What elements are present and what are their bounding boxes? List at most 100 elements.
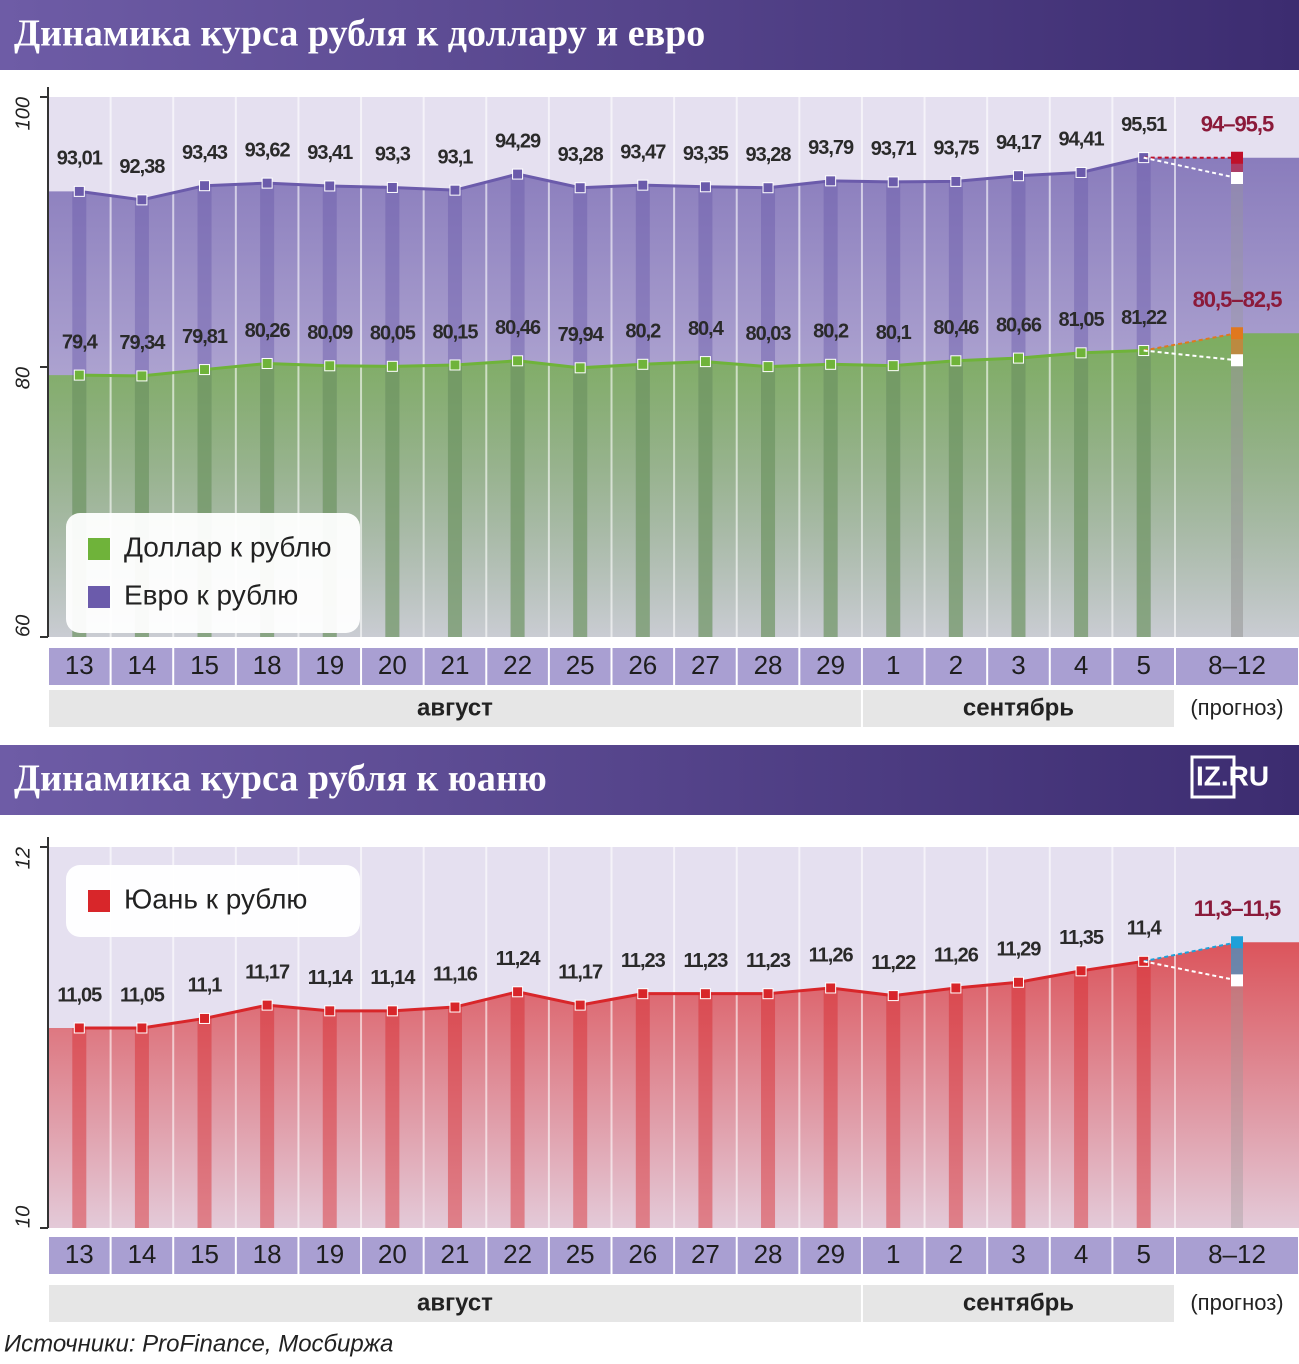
category-cell bbox=[1113, 1237, 1174, 1274]
forecast-label: 11,3–11,5 bbox=[1194, 896, 1281, 921]
marker bbox=[73, 369, 85, 381]
legend-swatch bbox=[88, 586, 110, 608]
value-label: 80,46 bbox=[933, 317, 979, 339]
value-column bbox=[635, 993, 650, 1228]
value-label: 11,26 bbox=[809, 944, 854, 966]
marker bbox=[324, 360, 336, 372]
plot bbox=[48, 97, 1299, 638]
x-tick-label: 13 bbox=[65, 1239, 94, 1269]
value-column bbox=[886, 181, 901, 638]
marker bbox=[136, 370, 148, 382]
legend-swatch bbox=[88, 890, 110, 912]
y-tick-label: 60 bbox=[12, 615, 34, 637]
x-tick-label: 28 bbox=[754, 1239, 783, 1269]
value-label: 11,26 bbox=[934, 944, 979, 966]
month-cell bbox=[862, 690, 1174, 727]
x-tick-label: 19 bbox=[315, 650, 344, 680]
marker bbox=[699, 356, 711, 368]
x-tick-label: 20 bbox=[378, 650, 407, 680]
x-tick-label: 2 bbox=[949, 1239, 963, 1269]
value-label: 11,05 bbox=[120, 984, 165, 1006]
value-label: 93,41 bbox=[307, 142, 353, 164]
value-label: 93,75 bbox=[933, 138, 979, 160]
category-cell bbox=[299, 1237, 361, 1274]
x-tick-label: 3 bbox=[1011, 650, 1025, 680]
category-cell bbox=[362, 648, 423, 685]
forecast-range bbox=[1231, 942, 1243, 981]
value-column bbox=[573, 1005, 588, 1228]
value-label: 11,23 bbox=[683, 950, 728, 972]
category-cell bbox=[487, 648, 548, 685]
value-label: 94,17 bbox=[996, 132, 1042, 154]
category-cell bbox=[800, 648, 861, 685]
value-label: 11,17 bbox=[558, 961, 603, 983]
legend bbox=[66, 513, 360, 633]
marker bbox=[1075, 166, 1087, 178]
forecast-marker bbox=[1231, 327, 1243, 340]
value-column bbox=[260, 1005, 275, 1228]
category-cell bbox=[675, 648, 736, 685]
forecast-line bbox=[1143, 349, 1238, 362]
forecast-marker bbox=[1231, 172, 1243, 184]
y-tick-label: 10 bbox=[12, 1206, 34, 1228]
y-tick-label: 12 bbox=[12, 847, 34, 869]
marker bbox=[261, 999, 273, 1011]
value-label: 81,22 bbox=[1121, 307, 1167, 329]
title-bar bbox=[0, 745, 1299, 815]
x-tick-label: 18 bbox=[253, 650, 282, 680]
value-label: 80,03 bbox=[745, 323, 791, 345]
category-cell bbox=[988, 648, 1049, 685]
category-cell bbox=[424, 1237, 486, 1274]
value-column bbox=[1011, 982, 1026, 1228]
marker bbox=[136, 1022, 148, 1034]
value-column bbox=[761, 187, 776, 637]
x-tick-label: 21 bbox=[441, 650, 470, 680]
x-tick-label: 25 bbox=[566, 650, 595, 680]
forecast-stem bbox=[1231, 360, 1243, 637]
month-label: август bbox=[417, 694, 493, 721]
category-cell bbox=[800, 1237, 861, 1274]
value-label: 80,46 bbox=[495, 317, 541, 339]
y-tick-label: 80 bbox=[12, 367, 34, 389]
category-cell bbox=[612, 1237, 674, 1274]
x-tick-label: 3 bbox=[1011, 1239, 1025, 1269]
title-bar bbox=[0, 0, 1299, 70]
category-cell bbox=[675, 1237, 736, 1274]
x-tick-label: 26 bbox=[628, 1239, 657, 1269]
category-cell bbox=[236, 1237, 298, 1274]
value-label: 93,28 bbox=[745, 144, 791, 166]
marker bbox=[512, 986, 524, 998]
value-label: 79,34 bbox=[119, 332, 166, 354]
marker bbox=[386, 181, 398, 193]
forecast-stem bbox=[1231, 178, 1243, 637]
x-tick-label: 21 bbox=[441, 1239, 470, 1269]
value-label: 93,28 bbox=[558, 144, 604, 166]
category-cell bbox=[49, 648, 110, 685]
legend-label: Доллар к рублю bbox=[124, 531, 332, 562]
value-label: 11,35 bbox=[1059, 927, 1104, 949]
x-tick-label: 29 bbox=[816, 650, 845, 680]
value-column bbox=[886, 365, 901, 637]
value-label: 93,62 bbox=[245, 139, 291, 161]
marker bbox=[637, 988, 649, 1000]
x-tick-label: 8–12 bbox=[1208, 1239, 1266, 1269]
legend bbox=[66, 865, 360, 937]
value-column bbox=[1074, 172, 1089, 637]
category-cell bbox=[1050, 1237, 1112, 1274]
category-cell bbox=[299, 648, 361, 685]
category-cell bbox=[174, 1237, 235, 1274]
value-column bbox=[385, 366, 400, 637]
x-tick-label: 15 bbox=[190, 650, 219, 680]
x-tick-label: 28 bbox=[754, 650, 783, 680]
category-cell bbox=[549, 648, 611, 685]
marker bbox=[449, 359, 461, 371]
value-column bbox=[1011, 175, 1026, 637]
marker bbox=[950, 175, 962, 187]
value-label: 93,1 bbox=[438, 146, 474, 168]
value-column bbox=[948, 360, 963, 637]
source: Источники: ProFinance, Мосбиржа bbox=[4, 1330, 393, 1357]
value-column bbox=[1136, 157, 1151, 638]
x-tick-label: 20 bbox=[378, 1239, 407, 1269]
category-cell bbox=[487, 1237, 548, 1274]
